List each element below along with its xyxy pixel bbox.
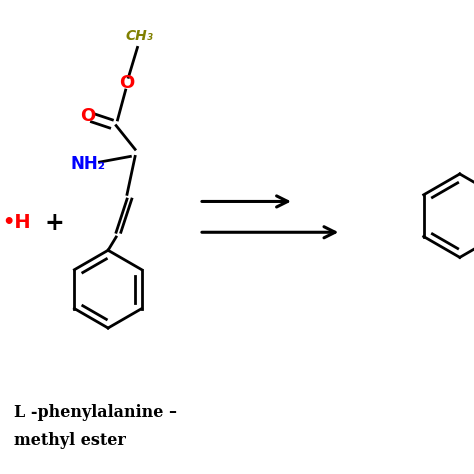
Text: L -phenylalanine –: L -phenylalanine – [14,404,177,421]
Text: NH₂: NH₂ [70,155,105,173]
Text: +: + [45,211,64,235]
Text: •H: •H [2,213,31,232]
Text: O: O [119,74,135,92]
Text: CH₃: CH₃ [126,28,154,43]
Text: methyl ester: methyl ester [14,432,126,449]
Text: O: O [80,107,95,125]
